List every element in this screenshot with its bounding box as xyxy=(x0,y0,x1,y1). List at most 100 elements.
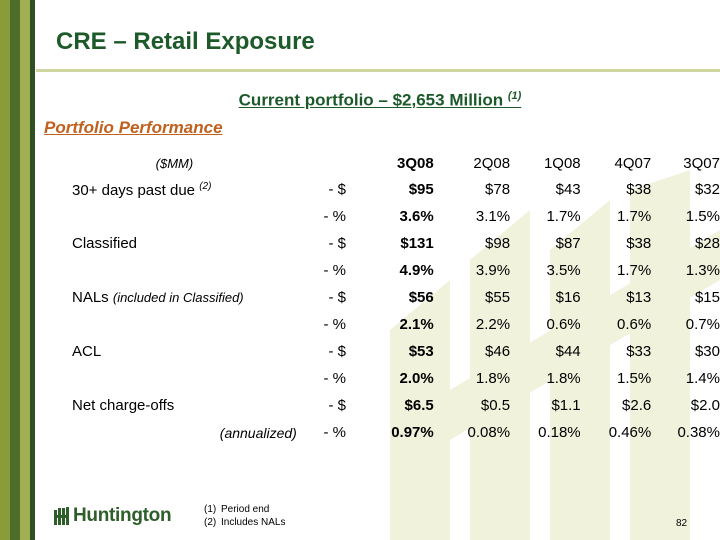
table-cell: $53 xyxy=(408,343,434,360)
column-header: 1Q08 xyxy=(543,154,581,172)
row-unit: - % xyxy=(323,370,347,387)
left-stripe-4 xyxy=(30,0,35,540)
table-cell: 3.5% xyxy=(546,262,581,279)
table-cell: 1.5% xyxy=(685,208,720,225)
table-cell: 2.1% xyxy=(399,316,434,333)
table-cell: $1.1 xyxy=(551,397,581,414)
table-cell: 1.5% xyxy=(617,370,652,387)
row-label: Classified xyxy=(72,235,138,252)
table-row: (annualized) - % 0.97% 0.08% 0.18% 0.46%… xyxy=(72,419,720,446)
table-cell: 3.9% xyxy=(475,262,511,279)
row-unit: - $ xyxy=(328,289,346,306)
left-stripe-2 xyxy=(10,0,20,540)
unit-label: ($MM) xyxy=(155,155,194,171)
row-label xyxy=(72,257,307,284)
row-note: (2) xyxy=(199,180,212,192)
table-row: - % 3.6% 3.1% 1.7% 1.7% 1.5% xyxy=(72,203,720,230)
table-cell: $6.5 xyxy=(404,397,434,414)
table-row: 30+ days past due (2) - $ $95 $78 $43 $3… xyxy=(72,176,720,203)
table-cell: 3.1% xyxy=(475,208,511,225)
table-cell: 1.3% xyxy=(685,262,720,279)
row-label: (annualized) xyxy=(219,424,297,441)
table-cell: $98 xyxy=(485,235,511,252)
table-cell: 2.0% xyxy=(399,370,434,387)
table-cell: $2.0 xyxy=(690,397,720,414)
table-header-row: ($MM) 3Q08 2Q08 1Q08 4Q07 3Q07 xyxy=(72,150,720,176)
table-row: Net charge-offs - $ $6.5 $0.5 $1.1 $2.6 … xyxy=(72,392,720,419)
row-unit: - $ xyxy=(328,397,346,414)
table-cell: $0.5 xyxy=(480,397,511,414)
row-unit: - $ xyxy=(328,235,346,252)
huntington-logo: Huntington xyxy=(54,505,172,527)
title-divider xyxy=(36,69,720,72)
table-cell: $46 xyxy=(485,343,511,360)
row-label xyxy=(72,203,307,230)
table-cell: $43 xyxy=(555,181,581,198)
performance-table: ($MM) 3Q08 2Q08 1Q08 4Q07 3Q07 30+ days … xyxy=(72,150,720,446)
row-label xyxy=(72,365,307,392)
left-stripe-3 xyxy=(20,0,30,540)
table-cell: 2.2% xyxy=(475,316,511,333)
section-title: Portfolio Performance xyxy=(44,118,223,137)
slide-title: CRE – Retail Exposure xyxy=(56,28,315,55)
table-cell: $44 xyxy=(555,343,581,360)
row-unit: - % xyxy=(323,424,347,441)
table-row: Classified - $ $131 $98 $87 $38 $28 xyxy=(72,230,720,257)
row-label xyxy=(72,311,307,338)
column-header: 3Q08 xyxy=(397,154,434,172)
table-cell: 0.6% xyxy=(546,316,581,333)
table-cell: $30 xyxy=(694,343,720,360)
table-row: - % 4.9% 3.9% 3.5% 1.7% 1.3% xyxy=(72,257,720,284)
column-header: 2Q08 xyxy=(473,154,511,172)
subtitle-text: Current portfolio – $2,653 Million xyxy=(238,90,504,110)
table-cell: $78 xyxy=(485,181,511,198)
table-cell: 1.8% xyxy=(546,370,581,387)
row-unit: - $ xyxy=(328,181,346,198)
background-watermark-graphic xyxy=(390,170,720,540)
table-cell: $16 xyxy=(555,289,581,306)
table-cell: $55 xyxy=(485,289,511,306)
table-cell: $28 xyxy=(694,235,720,252)
row-unit: - % xyxy=(323,262,347,279)
row-unit: - % xyxy=(323,316,347,333)
row-note: (included in Classified) xyxy=(112,290,244,305)
table-cell: $56 xyxy=(408,289,434,306)
table-row: NALs (included in Classified) - $ $56 $5… xyxy=(72,284,720,311)
table-cell: 1.7% xyxy=(546,208,581,225)
row-label: ACL xyxy=(72,343,102,360)
table-cell: 0.46% xyxy=(608,424,652,441)
row-unit: - $ xyxy=(328,343,346,360)
column-header: 3Q07 xyxy=(683,154,720,172)
table-cell: 0.7% xyxy=(685,316,720,333)
table-cell: $33 xyxy=(626,343,652,360)
table-cell: 1.8% xyxy=(475,370,511,387)
row-label: Net charge-offs xyxy=(72,397,175,414)
table-cell: $38 xyxy=(626,181,652,198)
table-row: - % 2.1% 2.2% 0.6% 0.6% 0.7% xyxy=(72,311,720,338)
footnote: (1) Period end xyxy=(204,504,270,515)
table-cell: $87 xyxy=(555,235,581,252)
table-row: - % 2.0% 1.8% 1.8% 1.5% 1.4% xyxy=(72,365,720,392)
table-cell: 0.97% xyxy=(391,424,434,441)
column-header: 4Q07 xyxy=(614,154,652,172)
table-cell: 1.4% xyxy=(685,370,720,387)
row-unit: - % xyxy=(323,208,347,225)
table-cell: 0.6% xyxy=(617,316,652,333)
footnotes: (1) Period end (2) Includes NALs xyxy=(204,503,285,529)
table-cell: $15 xyxy=(694,289,720,306)
table-cell: 4.9% xyxy=(399,262,434,279)
huntington-logo-icon xyxy=(54,507,69,525)
page-number: 82 xyxy=(676,518,688,529)
table-cell: 0.38% xyxy=(677,424,720,441)
footnote: (2) Includes NALs xyxy=(204,517,286,528)
row-label: 30+ days past due (2) xyxy=(72,180,212,199)
table-cell: $131 xyxy=(400,235,434,252)
portfolio-subtitle: Current portfolio – $2,653 Million (1) xyxy=(0,90,720,111)
table-row: ACL - $ $53 $46 $44 $33 $30 xyxy=(72,338,720,365)
left-stripe-1 xyxy=(0,0,10,540)
table-cell: 1.7% xyxy=(617,262,652,279)
table-cell: 1.7% xyxy=(617,208,652,225)
subtitle-note: (1) xyxy=(507,90,522,102)
table-cell: $13 xyxy=(626,289,652,306)
logo-text: Huntington xyxy=(73,505,172,526)
